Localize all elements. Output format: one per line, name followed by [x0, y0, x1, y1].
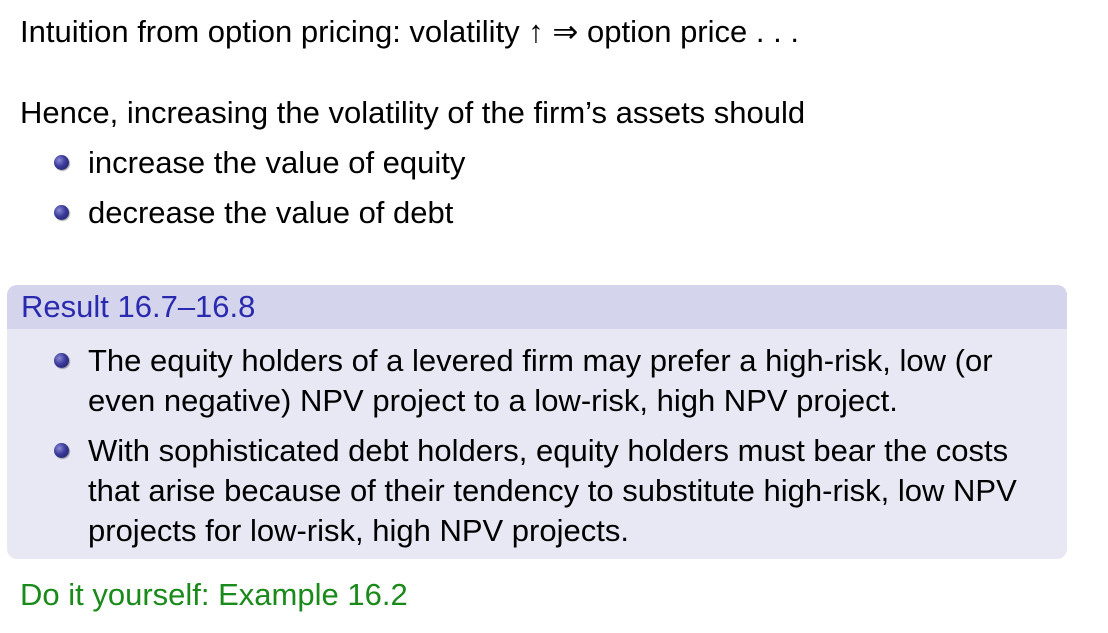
- bullet-icon: [54, 443, 69, 458]
- list-item-text: The equity holders of a levered firm may…: [88, 343, 993, 418]
- list-item-text: decrease the value of debt: [88, 195, 454, 230]
- list-item-text: increase the value of equity: [88, 145, 466, 180]
- exercise-reference: Do it yourself: Example 16.2: [20, 577, 408, 612]
- bullet-icon: [54, 353, 69, 368]
- bullet-icon: [54, 205, 69, 220]
- bullet-icon: [54, 155, 69, 170]
- result-title: Result 16.7–16.8: [7, 285, 1067, 329]
- intro-line: Intuition from option pricing: volatilit…: [20, 14, 799, 49]
- list-item: With sophisticated debt holders, equity …: [54, 431, 1054, 551]
- list-item: The equity holders of a levered firm may…: [54, 341, 1054, 421]
- list-item: decrease the value of debt: [54, 193, 465, 243]
- volatility-effects-list: increase the value of equity decrease th…: [54, 143, 465, 243]
- result-list: The equity holders of a levered firm may…: [54, 341, 1054, 559]
- result-block: Result 16.7–16.8 The equity holders of a…: [7, 285, 1067, 559]
- list-item: increase the value of equity: [54, 143, 465, 193]
- hence-line: Hence, increasing the volatility of the …: [20, 95, 806, 130]
- list-item-text: With sophisticated debt holders, equity …: [88, 433, 1017, 548]
